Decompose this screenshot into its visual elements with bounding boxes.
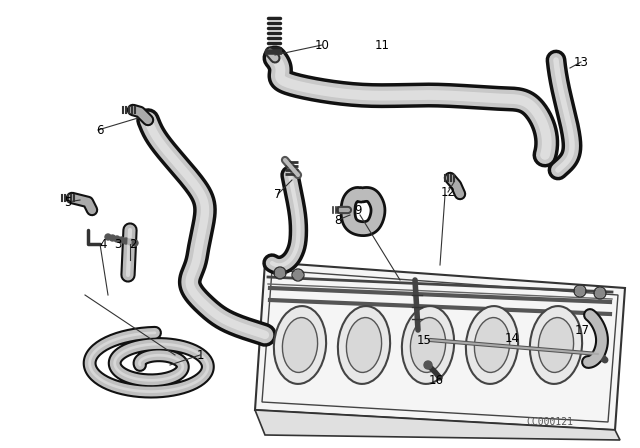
Circle shape [127, 239, 134, 245]
Ellipse shape [346, 318, 381, 372]
Circle shape [424, 361, 432, 369]
Text: 2: 2 [129, 237, 137, 250]
Ellipse shape [474, 318, 509, 372]
Text: CC000121: CC000121 [527, 417, 573, 427]
Text: 7: 7 [275, 188, 282, 201]
Polygon shape [255, 410, 620, 440]
Circle shape [595, 289, 605, 297]
Ellipse shape [530, 306, 582, 384]
Text: 9: 9 [355, 203, 362, 216]
Circle shape [114, 236, 120, 242]
Text: 3: 3 [115, 237, 122, 250]
Circle shape [105, 234, 111, 240]
Text: 4: 4 [99, 237, 107, 250]
Text: 5: 5 [64, 195, 72, 208]
Text: 16: 16 [429, 374, 444, 387]
Ellipse shape [282, 318, 317, 372]
Ellipse shape [274, 306, 326, 384]
Circle shape [575, 287, 584, 296]
Text: 12: 12 [440, 185, 456, 198]
Ellipse shape [338, 306, 390, 384]
Text: 17: 17 [575, 323, 589, 336]
Text: 1: 1 [196, 349, 204, 362]
Text: 13: 13 [573, 56, 588, 69]
Text: 14: 14 [504, 332, 520, 345]
Polygon shape [255, 262, 625, 430]
Ellipse shape [538, 318, 573, 372]
Text: 8: 8 [334, 214, 342, 227]
Text: 11: 11 [374, 39, 390, 52]
Text: 15: 15 [417, 333, 431, 346]
Text: 10: 10 [315, 39, 330, 52]
Ellipse shape [402, 306, 454, 384]
Circle shape [132, 240, 138, 246]
Ellipse shape [466, 306, 518, 384]
Circle shape [123, 238, 129, 244]
Ellipse shape [410, 318, 445, 372]
Text: 6: 6 [96, 124, 104, 137]
Circle shape [294, 271, 303, 280]
Circle shape [118, 237, 125, 243]
Circle shape [109, 235, 115, 241]
Circle shape [275, 268, 285, 277]
